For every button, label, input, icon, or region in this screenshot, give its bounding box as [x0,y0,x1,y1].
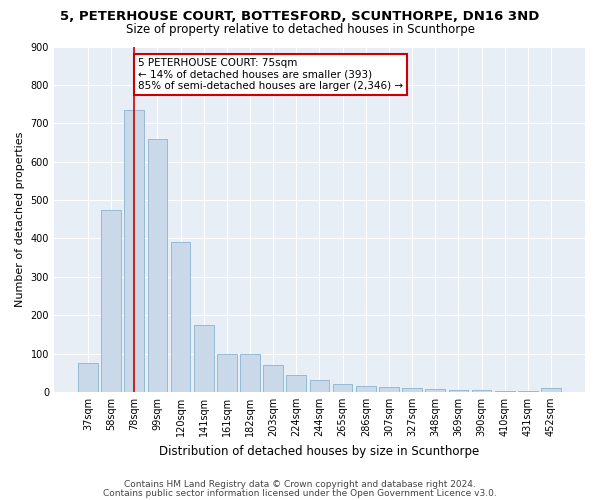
Bar [78,363,98,392]
Bar [402,388,422,392]
Bar [217,354,236,392]
Bar [541,388,561,392]
X-axis label: Distribution of detached houses by size in Scunthorpe: Distribution of detached houses by size … [160,444,479,458]
Bar [148,138,167,392]
Y-axis label: Number of detached properties: Number of detached properties [15,132,25,307]
Bar [170,242,190,392]
Bar [379,388,399,392]
Text: Size of property relative to detached houses in Scunthorpe: Size of property relative to detached ho… [125,22,475,36]
Bar [495,391,515,392]
Text: Contains HM Land Registry data © Crown copyright and database right 2024.: Contains HM Land Registry data © Crown c… [124,480,476,489]
Bar [310,380,329,392]
Bar [356,386,376,392]
Bar [449,390,468,392]
Bar [240,354,260,392]
Bar [263,365,283,392]
Bar [425,389,445,392]
Bar [124,110,144,392]
Bar [518,391,538,392]
Text: Contains public sector information licensed under the Open Government Licence v3: Contains public sector information licen… [103,489,497,498]
Text: 5, PETERHOUSE COURT, BOTTESFORD, SCUNTHORPE, DN16 3ND: 5, PETERHOUSE COURT, BOTTESFORD, SCUNTHO… [61,10,539,23]
Text: 5 PETERHOUSE COURT: 75sqm
← 14% of detached houses are smaller (393)
85% of semi: 5 PETERHOUSE COURT: 75sqm ← 14% of detac… [137,58,403,91]
Bar [101,210,121,392]
Bar [472,390,491,392]
Bar [194,325,214,392]
Bar [333,384,352,392]
Bar [286,374,306,392]
